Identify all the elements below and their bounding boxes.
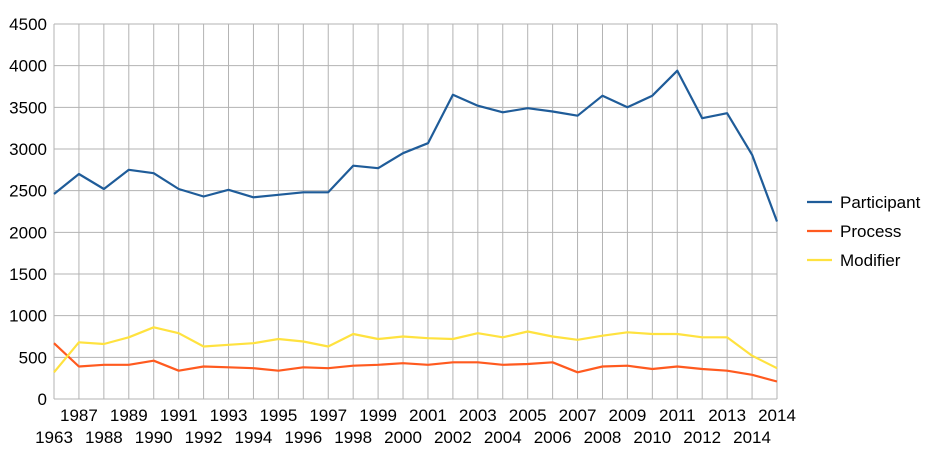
x-tick-label: 1989 <box>110 406 148 425</box>
x-tick-label: 2014 <box>758 406 796 425</box>
x-tick-label: 1997 <box>309 406 347 425</box>
x-tick-label: 1987 <box>60 406 98 425</box>
x-axis-ticks: 1987 1989 1991 1993 1995 1997 1999 2001 2003 2005… <box>35 406 796 447</box>
x-tick-label: 1999 <box>359 406 397 425</box>
y-tick-label: 4500 <box>9 15 47 34</box>
x-tick-label: 2004 <box>484 428 522 447</box>
y-tick-label: 0 <box>38 390 47 409</box>
legend-label: Modifier <box>840 251 901 270</box>
y-tick-label: 1000 <box>9 307 47 326</box>
x-tick-label: 2009 <box>608 406 646 425</box>
y-tick-label: 2500 <box>9 182 47 201</box>
x-tick-label: 2000 <box>384 428 422 447</box>
x-tick-label: 2005 <box>509 406 547 425</box>
legend-label: Process <box>840 222 901 241</box>
x-tick-label: 1998 <box>334 428 372 447</box>
y-tick-label: 3500 <box>9 98 47 117</box>
series-line-participant <box>53 69 779 222</box>
x-tick-label: 1992 <box>185 428 223 447</box>
legend: Participant Process Modifier <box>807 193 921 270</box>
x-tick-label: 1995 <box>259 406 297 425</box>
series-line-modifier <box>53 326 778 374</box>
x-tick-label: 1988 <box>85 428 123 447</box>
series-line-process <box>53 342 778 383</box>
x-tick-label: 1996 <box>284 428 322 447</box>
x-tick-label: 2010 <box>633 428 671 447</box>
x-tick-label: 2011 <box>659 406 696 425</box>
x-tick-label: 2001 <box>409 406 447 425</box>
x-tick-label: 2003 <box>459 406 497 425</box>
legend-label: Participant <box>840 193 921 212</box>
series-lines <box>53 69 779 383</box>
y-tick-label: 500 <box>19 348 47 367</box>
x-tick-label: 2007 <box>559 406 597 425</box>
x-tick-label: 2013 <box>708 406 746 425</box>
y-tick-label: 4000 <box>9 57 47 76</box>
x-tick-label: 2008 <box>584 428 622 447</box>
x-tick-label: 1990 <box>135 428 173 447</box>
x-tick-label: 2012 <box>683 428 721 447</box>
x-tick-label: 1963 <box>35 428 73 447</box>
x-tick-label: 1991 <box>160 406 198 425</box>
y-tick-label: 3000 <box>9 140 47 159</box>
y-axis-ticks: 0 500 1000 1500 2000 2500 3000 3500 4000 4500 <box>9 15 47 409</box>
x-tick-label: 2002 <box>434 428 472 447</box>
x-tick-label: 2006 <box>534 428 572 447</box>
x-tick-label: 2014 <box>733 428 771 447</box>
x-tick-label: 1993 <box>210 406 248 425</box>
y-tick-label: 1500 <box>9 265 47 284</box>
x-tick-label: 1994 <box>235 428 273 447</box>
y-tick-label: 2000 <box>9 223 47 242</box>
